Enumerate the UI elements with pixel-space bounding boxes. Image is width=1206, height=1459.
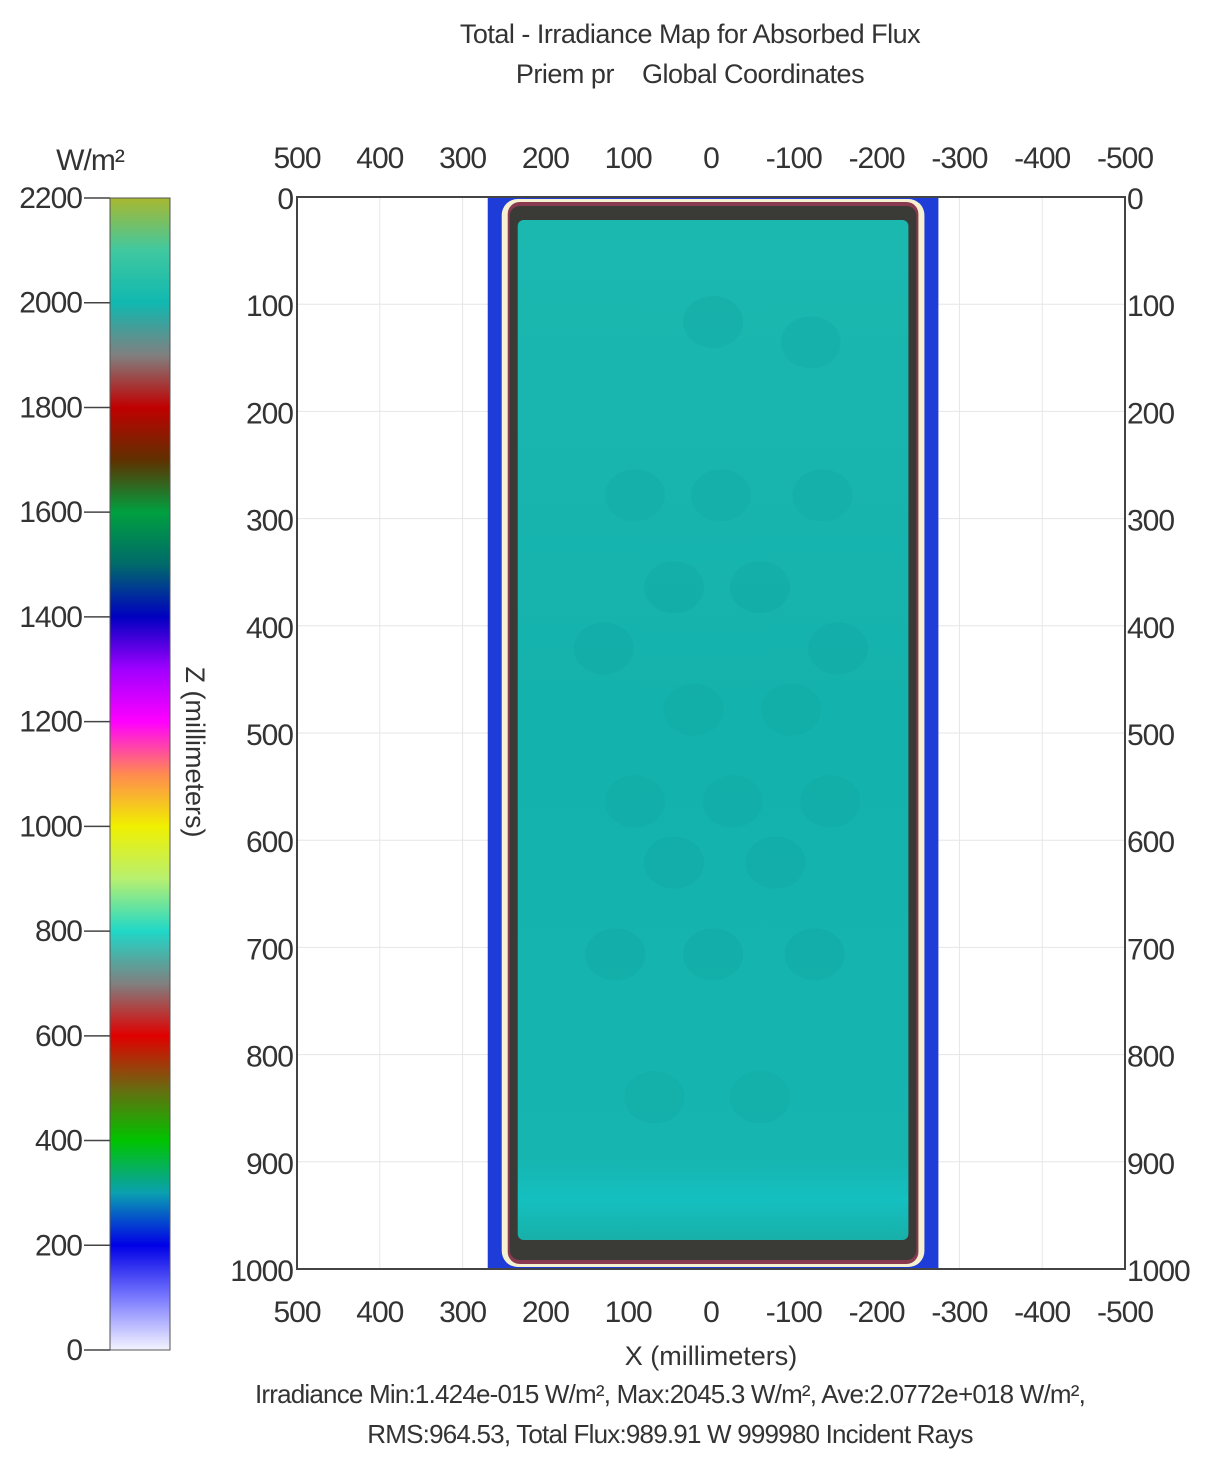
- x-tick-label-top: 0: [703, 142, 719, 175]
- colorbar-tick-label: 1200: [19, 706, 82, 739]
- flux-texture-spot: [683, 296, 744, 348]
- z-tick-label-right: 1000: [1127, 1255, 1190, 1288]
- colorbar-tick-label: 1600: [19, 496, 82, 529]
- x-tick-label-bottom: -300: [931, 1296, 987, 1329]
- x-tick-label-bottom: 300: [439, 1296, 486, 1329]
- flux-texture-spot: [702, 775, 763, 828]
- flux-texture-spot: [644, 836, 704, 889]
- z-tick-label-left: 400: [246, 612, 293, 645]
- plot-frame: [296, 196, 1126, 1270]
- z-tick-label-left: 500: [246, 719, 293, 752]
- z-tick-label-left: 700: [246, 933, 293, 966]
- stats-irradiance-line: Irradiance Min:1.424e-015 W/m², Max:2045…: [254, 1379, 1086, 1409]
- flux-texture-spot: [624, 1071, 685, 1124]
- x-tick-label-top: 400: [356, 142, 403, 175]
- x-tick-label-top: 300: [439, 142, 486, 175]
- colorbar-bar: [109, 197, 171, 1351]
- x-tick-label-bottom: 200: [522, 1296, 569, 1329]
- x-tick-label-bottom: -400: [1014, 1296, 1070, 1329]
- colorbar-tick-label: 1000: [19, 810, 82, 843]
- flux-texture-spot: [792, 469, 853, 522]
- flux-texture-spot: [663, 683, 724, 736]
- x-tick-label-bottom: -100: [766, 1296, 822, 1329]
- z-tick-label-left: 600: [246, 826, 293, 859]
- z-tick-label-right: 900: [1127, 1148, 1174, 1181]
- flux-texture-spot: [604, 469, 665, 522]
- z-tick-label-right: 300: [1127, 505, 1174, 538]
- axes: 50050040040030030020020010010000-100-100…: [230, 142, 1191, 1329]
- chart-title: Total - Irradiance Map for Absorbed Flux: [459, 19, 921, 49]
- x-tick-label-top: 100: [605, 142, 652, 175]
- z-tick-label-right: 600: [1127, 826, 1174, 859]
- z-tick-label-left: 800: [246, 1041, 293, 1074]
- x-tick-label-top: -500: [1097, 142, 1153, 175]
- colorbar: 0 200 400 600 800 1000 1200 1400 1600 1800 2000 220…: [19, 144, 171, 1367]
- flux-texture-spot: [644, 561, 704, 614]
- colorbar-tick-label: 2200: [19, 182, 82, 215]
- flux-texture-spot: [808, 622, 869, 675]
- z-tick-label-left: 900: [246, 1148, 293, 1181]
- z-tick-label-right: 200: [1127, 397, 1174, 430]
- x-tick-label-top: -300: [931, 142, 987, 175]
- colorbar-tick-label: 600: [35, 1020, 82, 1053]
- flux-texture-spot: [690, 469, 751, 522]
- z-tick-label-right: 700: [1127, 933, 1174, 966]
- z-tick-label-right: 500: [1127, 719, 1174, 752]
- x-tick-label-bottom: -200: [849, 1296, 905, 1329]
- subtitle-object-name: Priem pr: [515, 59, 615, 89]
- x-tick-label-bottom: 0: [703, 1296, 719, 1329]
- z-tick-label-left: 200: [246, 397, 293, 430]
- x-tick-label-top: -100: [766, 142, 822, 175]
- chart-title-block: Total - Irradiance Map for Absorbed Flux…: [300, 14, 1080, 94]
- irradiance-fill: [517, 220, 909, 1240]
- colorbar-tick-label: 2000: [19, 287, 82, 320]
- z-tick-label-left: 100: [246, 290, 293, 323]
- chart-subtitle: Priem pr Global Coordinates: [300, 54, 1080, 94]
- colorbar-tick-label: 200: [35, 1229, 82, 1262]
- z-tick-label-left: 0: [277, 183, 293, 216]
- flux-texture-spot: [745, 836, 806, 889]
- x-axis-label: X (millimeters): [625, 1341, 798, 1371]
- z-tick-label-right: 0: [1127, 183, 1143, 216]
- z-tick-label-right: 400: [1127, 612, 1174, 645]
- x-tick-label-bottom: 500: [273, 1296, 320, 1329]
- subtitle-coordinates: Global Coordinates: [641, 59, 865, 89]
- colorbar-tick-label: 1400: [19, 601, 82, 634]
- flux-texture-spot: [573, 622, 634, 675]
- x-tick-label-top: 200: [522, 142, 569, 175]
- irradiance-map: [487, 197, 939, 1269]
- flux-texture-spot: [683, 928, 744, 981]
- colorbar-tick-label: 1800: [19, 391, 82, 424]
- flux-texture-spot: [761, 683, 822, 736]
- z-tick-label-right: 100: [1127, 290, 1174, 323]
- flux-texture-spot: [780, 316, 841, 369]
- x-tick-label-bottom: -500: [1097, 1296, 1153, 1329]
- colorbar-tick-label: 800: [35, 915, 82, 948]
- x-tick-label-bottom: 400: [356, 1296, 403, 1329]
- colorbar-unit-label: W/m²: [56, 144, 125, 177]
- colorbar-tick-label: 400: [35, 1125, 82, 1158]
- flux-texture-spot: [585, 928, 646, 981]
- z-tick-label-left: 300: [246, 505, 293, 538]
- stats-flux-line: RMS:964.53, Total Flux:989.91 W 999980 I…: [367, 1419, 973, 1449]
- flux-texture-spot: [800, 775, 861, 828]
- x-tick-label-top: -200: [849, 142, 905, 175]
- z-axis-label: Z (millimeters): [180, 667, 210, 838]
- stats-block: Irradiance Min:1.424e-015 W/m², Max:2045…: [140, 1374, 1200, 1454]
- z-tick-label-right: 800: [1127, 1041, 1174, 1074]
- flux-texture-spot: [784, 928, 845, 981]
- x-tick-label-top: -400: [1014, 142, 1070, 175]
- x-tick-label-top: 500: [273, 142, 320, 175]
- flux-texture-spot: [729, 561, 790, 614]
- colorbar-tick-label: 0: [66, 1334, 82, 1367]
- x-tick-label-bottom: 100: [605, 1296, 652, 1329]
- flux-texture-spot: [604, 775, 665, 828]
- z-tick-label-left: 1000: [230, 1255, 293, 1288]
- flux-texture-spot: [729, 1071, 790, 1124]
